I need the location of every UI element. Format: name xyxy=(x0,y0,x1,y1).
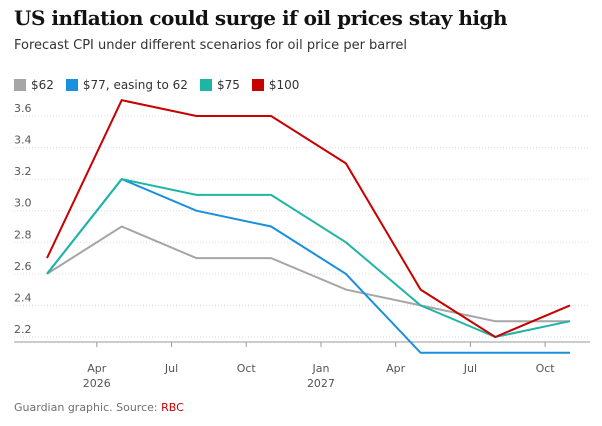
x-tick-label: Jul xyxy=(164,362,178,375)
legend-item: $75 xyxy=(199,78,240,92)
x-tick-label: Apr xyxy=(87,362,107,375)
x-tick-label: Apr xyxy=(386,362,406,375)
x-tick-year-label: 2027 xyxy=(307,377,335,390)
legend-item: $100 xyxy=(251,78,300,92)
x-tick-year-label: 2026 xyxy=(83,377,111,390)
legend-label: $75 xyxy=(216,78,240,92)
chart-subtitle: Forecast CPI under different scenarios f… xyxy=(14,38,408,53)
source-link[interactable]: RBC xyxy=(161,401,184,414)
y-tick-label: 2.2 xyxy=(14,323,32,336)
legend-swatch xyxy=(199,79,212,91)
legend-item: $77, easing to 62 xyxy=(65,78,188,92)
x-tick-label: Oct xyxy=(536,362,556,375)
y-tick-label: 2.4 xyxy=(14,291,32,304)
x-tick-label: Oct xyxy=(237,362,257,375)
x-tick-label: Jan xyxy=(311,362,329,375)
legend-label: $77, easing to 62 xyxy=(82,78,188,92)
y-tick-label: 2.8 xyxy=(14,228,32,241)
y-tick-label: 3.6 xyxy=(14,102,32,115)
source-prefix: Guardian graphic. Source: xyxy=(14,401,162,414)
source-note: Guardian graphic. Source: RBC xyxy=(14,401,184,414)
y-tick-label: 2.6 xyxy=(14,260,32,273)
legend-swatch xyxy=(251,79,264,91)
legend-label: $62 xyxy=(31,78,54,92)
y-tick-label: 3.2 xyxy=(14,165,32,178)
series-line xyxy=(46,99,571,339)
series-line xyxy=(46,177,570,354)
y-tick-label: 3.4 xyxy=(14,134,32,147)
legend-swatch xyxy=(14,79,26,91)
x-tick-label: Jul xyxy=(463,362,477,375)
legend: $62 $77, easing to 62 $75 $100 xyxy=(14,78,299,92)
legend-swatch xyxy=(65,79,78,91)
y-tick-label: 3.0 xyxy=(14,197,32,210)
chart-title: US inflation could surge if oil prices s… xyxy=(14,6,508,30)
legend-label: $100 xyxy=(268,78,300,92)
series-line xyxy=(46,225,570,323)
series-line xyxy=(46,177,571,339)
legend-item: $62 xyxy=(14,78,54,92)
